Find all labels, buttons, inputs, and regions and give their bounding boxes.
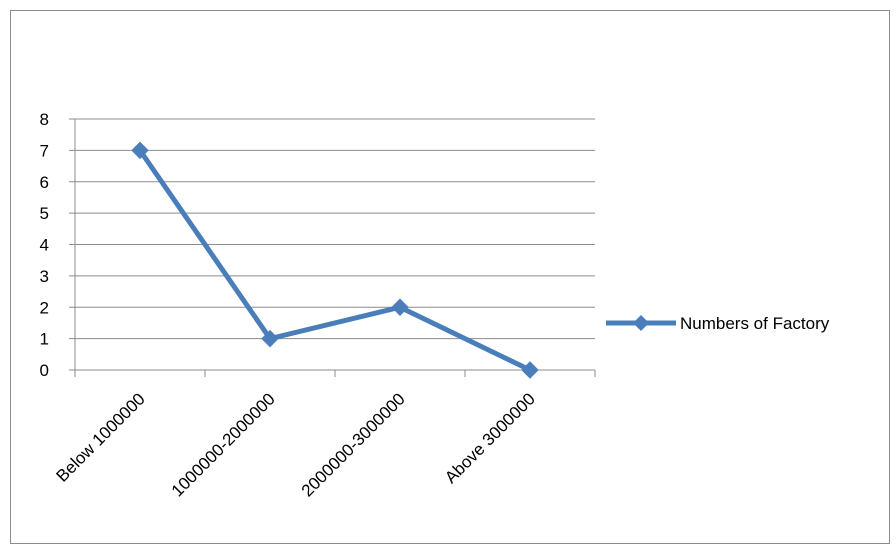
y-tick-label: 6	[40, 173, 49, 192]
x-tick-label: Above 3000000	[441, 389, 539, 487]
y-tick-label: 0	[40, 361, 49, 380]
legend: Numbers of Factory	[606, 314, 830, 333]
series-layer	[131, 141, 539, 379]
data-point-marker	[131, 141, 149, 160]
x-tick-label: 1000000-2000000	[168, 389, 279, 500]
x-tick-label: Below 1000000	[53, 389, 149, 485]
y-tick-label: 5	[40, 204, 49, 223]
data-point-marker	[521, 361, 539, 379]
gridlines	[75, 118, 595, 340]
x-tick-labels: Below 1000000 1000000-2000000 2000000-3000…	[53, 389, 539, 500]
data-point-marker	[261, 329, 279, 348]
legend-label: Numbers of Factory	[680, 314, 830, 333]
axes	[69, 118, 596, 377]
chart-frame	[10, 10, 890, 544]
y-tick-label: 7	[40, 141, 49, 160]
y-tick-label: 1	[40, 330, 49, 349]
data-point-marker	[391, 298, 409, 316]
y-tick-labels: 0 1 2 3 4 5 6 7 8	[40, 110, 49, 380]
series-line	[137, 147, 533, 373]
legend-marker	[633, 315, 649, 331]
y-tick-label: 3	[40, 267, 49, 286]
x-tick-label: 2000000-3000000	[298, 389, 409, 500]
y-tick-label: 8	[40, 110, 49, 129]
y-tick-label: 4	[40, 236, 49, 255]
y-tick-label: 2	[40, 298, 49, 317]
